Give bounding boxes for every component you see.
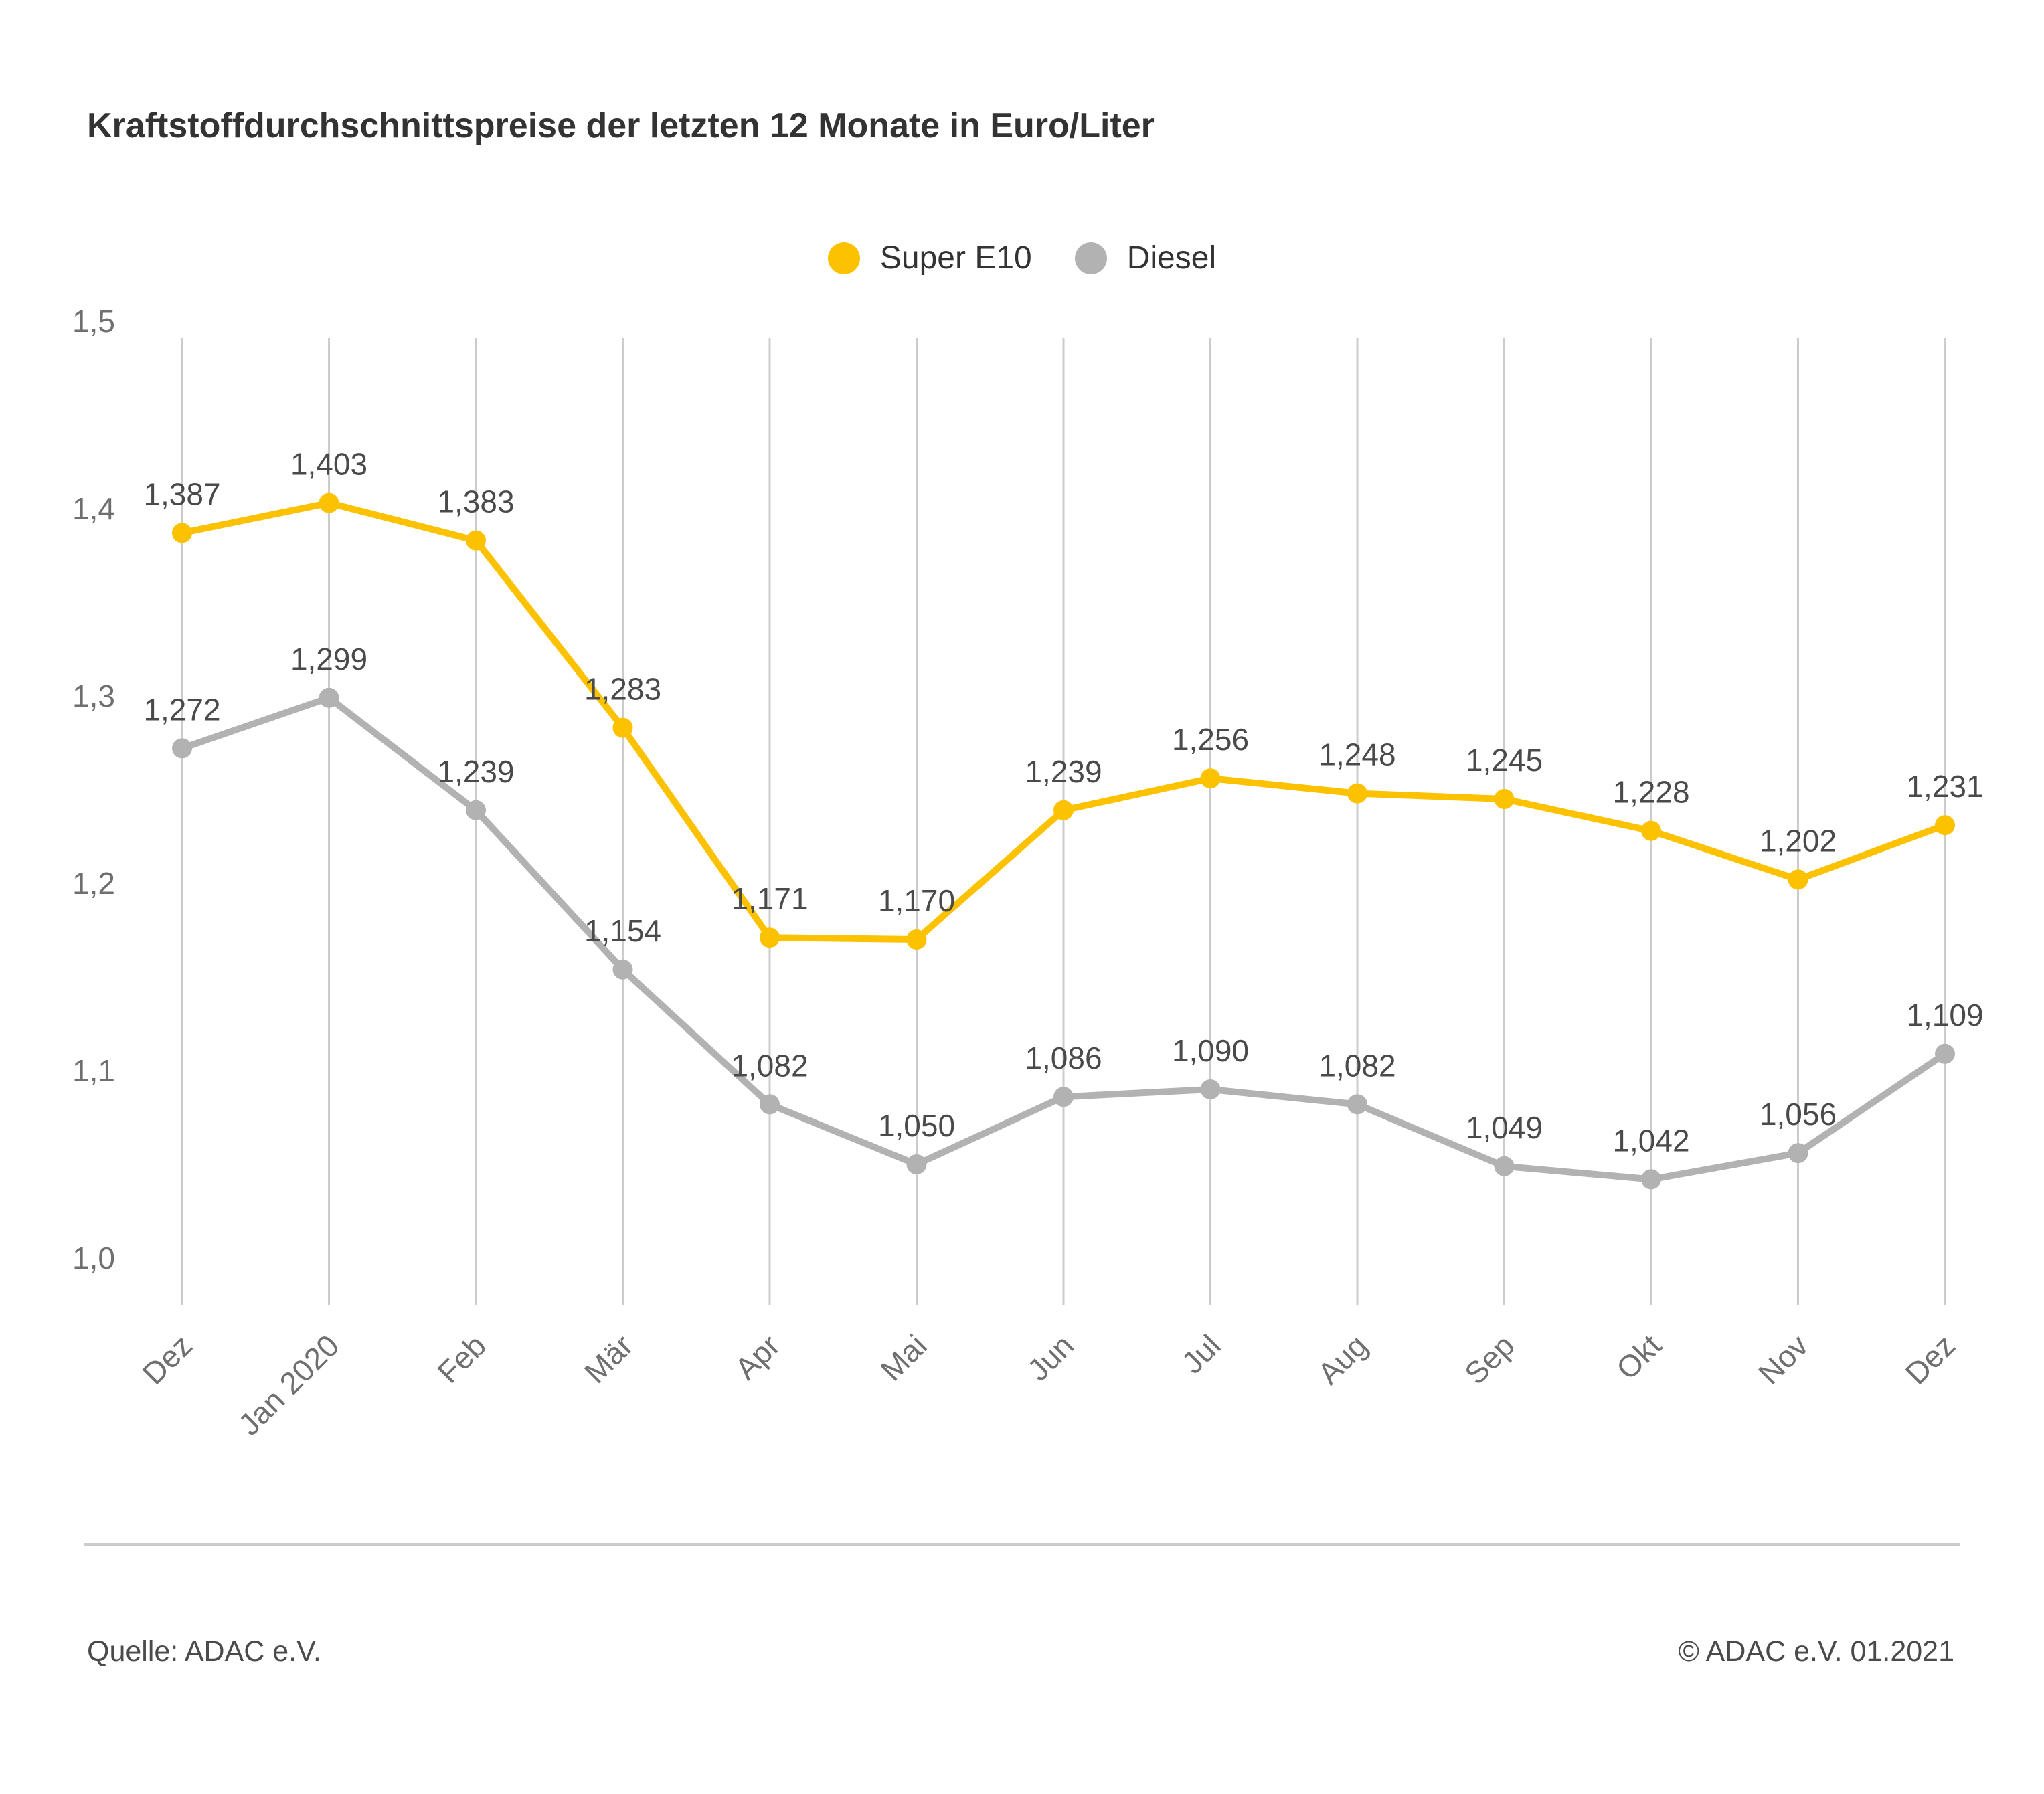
data-point [172, 738, 192, 759]
x-axis-label: Nov [1752, 1328, 1815, 1391]
data-point [1494, 1156, 1515, 1176]
value-label: 1,090 [1172, 1033, 1249, 1068]
x-axis-label: Dez [135, 1328, 199, 1391]
data-point [906, 1154, 927, 1174]
y-axis-label: 1,0 [72, 1241, 115, 1275]
value-label: 1,049 [1466, 1110, 1543, 1145]
data-point [1788, 869, 1808, 890]
x-axis-label: Mai [873, 1328, 933, 1387]
x-axis-label: Mär [578, 1328, 640, 1390]
value-label: 1,109 [1906, 998, 1983, 1033]
value-label: 1,403 [290, 447, 367, 482]
data-point [1347, 783, 1367, 804]
value-label: 1,202 [1760, 823, 1837, 858]
x-axis-label: Apr [728, 1328, 786, 1386]
value-label: 1,248 [1318, 737, 1395, 772]
data-point [1200, 768, 1221, 789]
x-axis-label: Aug [1310, 1328, 1374, 1391]
data-point [1641, 1169, 1661, 1190]
x-axis-label: Dez [1898, 1328, 1962, 1391]
footer-source: Quelle: ADAC e.V. [87, 1635, 321, 1668]
y-axis-label: 1,4 [72, 491, 115, 526]
data-point [466, 530, 486, 551]
value-label: 1,170 [878, 883, 955, 918]
footer-divider [84, 1543, 1960, 1546]
value-label: 1,056 [1760, 1097, 1837, 1132]
footer-copyright: © ADAC e.V. 01.2021 [1678, 1635, 1954, 1668]
data-point [1200, 1079, 1221, 1099]
value-label: 1,299 [290, 642, 367, 677]
value-label: 1,228 [1612, 775, 1689, 810]
data-point [1494, 789, 1515, 809]
x-axis-label: Feb [430, 1328, 493, 1390]
chart-legend: Super E10 Diesel [0, 240, 2044, 276]
value-label: 1,231 [1906, 769, 1983, 804]
value-label: 1,272 [143, 692, 220, 727]
legend-item-diesel: Diesel [1074, 240, 1217, 276]
legend-label-super-e10: Super E10 [879, 240, 1032, 276]
x-axis-label: Jul [1175, 1328, 1227, 1380]
value-label: 1,154 [584, 913, 661, 948]
value-label: 1,383 [437, 484, 514, 519]
y-axis-label: 1,1 [72, 1053, 115, 1088]
value-label: 1,086 [1025, 1041, 1102, 1075]
data-point [1053, 800, 1074, 820]
x-axis-label: Jan 2020 [232, 1328, 346, 1442]
legend-item-super-e10: Super E10 [827, 240, 1032, 276]
y-axis-label: 1,3 [72, 679, 115, 713]
data-point [1935, 815, 1955, 836]
value-label: 1,256 [1172, 722, 1249, 757]
data-point [612, 959, 633, 980]
data-point [319, 687, 339, 708]
data-point [906, 929, 927, 950]
value-label: 1,239 [1025, 754, 1102, 789]
value-label: 1,042 [1612, 1123, 1689, 1158]
data-point [1788, 1143, 1808, 1164]
data-point [760, 927, 780, 948]
data-point [760, 1094, 780, 1115]
x-axis-label: Okt [1610, 1328, 1669, 1386]
legend-dot-super-e10-icon [827, 242, 860, 274]
x-axis-label: Sep [1458, 1328, 1521, 1391]
data-point [466, 800, 486, 820]
page-title: Kraftstoffdurchschnittspreise der letzte… [87, 106, 1155, 145]
data-point [1053, 1087, 1074, 1107]
data-point [172, 523, 192, 543]
value-label: 1,387 [143, 476, 220, 511]
data-point [1935, 1043, 1955, 1064]
value-label: 1,283 [584, 672, 661, 707]
data-point [319, 492, 339, 513]
x-axis-label: Jun [1021, 1328, 1080, 1387]
y-axis-label: 1,5 [72, 304, 115, 339]
data-point [1641, 820, 1661, 841]
legend-dot-diesel-icon [1074, 242, 1107, 274]
data-point [1347, 1094, 1367, 1115]
value-label: 1,239 [437, 754, 514, 789]
y-axis-label: 1,2 [72, 866, 115, 901]
value-label: 1,245 [1466, 743, 1543, 778]
value-label: 1,171 [731, 881, 808, 916]
legend-label-diesel: Diesel [1126, 240, 1217, 276]
value-label: 1,082 [1318, 1048, 1395, 1083]
data-point [612, 717, 633, 738]
value-label: 1,082 [731, 1048, 808, 1083]
line-chart: 1,5 1,4 1,3 1,2 1,1 1,0 Dez Jan 2020 Feb Mär Apr Ma… [72, 304, 1984, 1442]
value-label: 1,050 [878, 1108, 955, 1143]
